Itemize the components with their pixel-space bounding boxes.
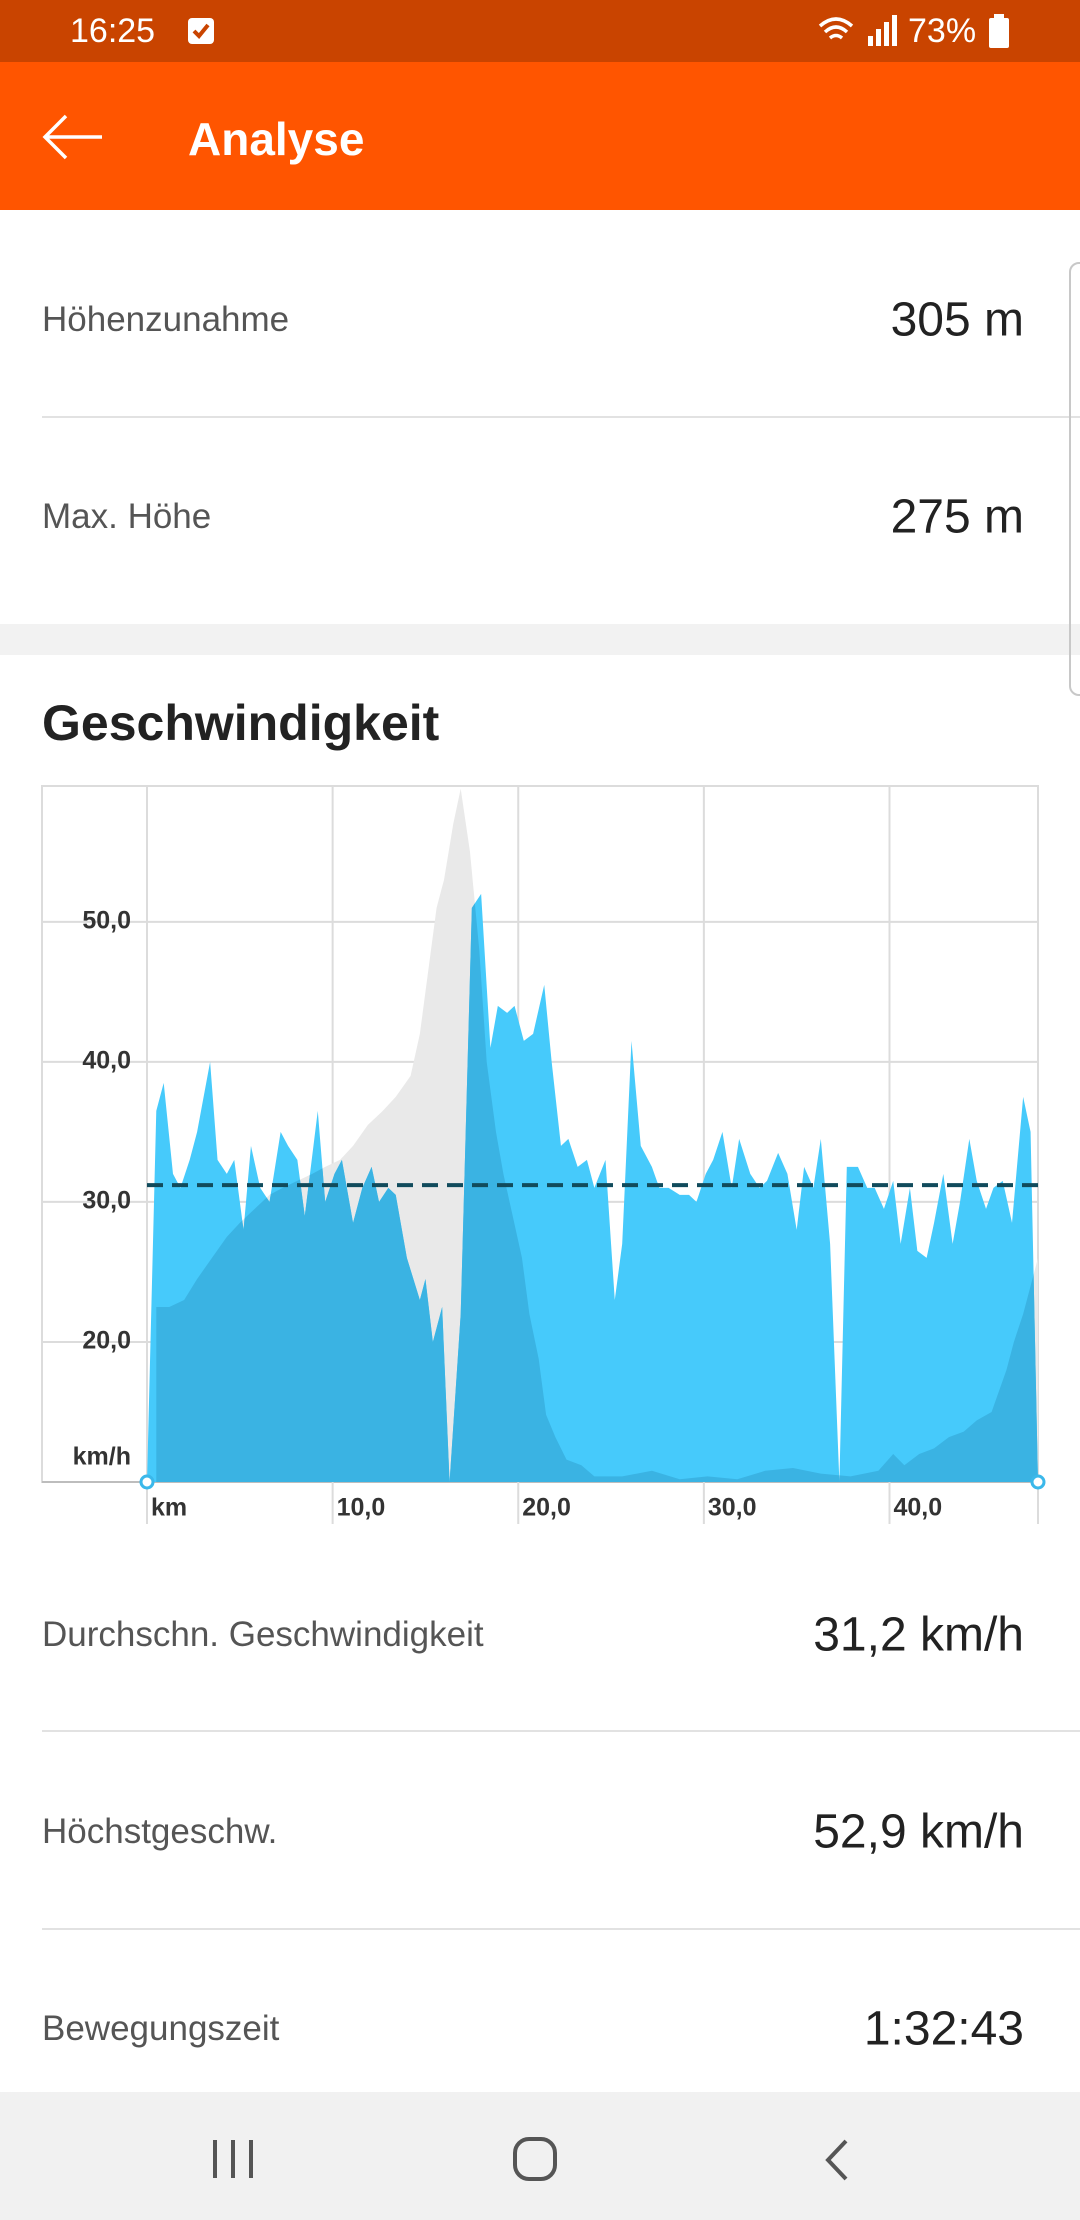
battery-icon <box>989 14 1009 48</box>
stat-value: 1:32:43 <box>863 2002 1024 2056</box>
home-button[interactable] <box>512 2136 558 2182</box>
range-handle <box>139 1474 155 1490</box>
stat-label: Bewegungszeit <box>42 2009 280 2048</box>
speed-chart: km/h 20,0 30,0 40,0 50,0 km 10,0 20,0 30,0 40,0 <box>41 785 1046 1524</box>
y-tick-label: km/h <box>73 1443 131 1471</box>
stat-label: Durchschn. Geschwindigkeit <box>42 1615 484 1654</box>
stat-value: 52,9 km/h <box>813 1805 1024 1859</box>
status-time: 16:25 <box>70 12 156 50</box>
stat-value: 305 m <box>890 293 1024 347</box>
stat-label: Max. Höhe <box>42 497 212 536</box>
stat-value: 31,2 km/h <box>813 1608 1024 1662</box>
stat-label: Höhenzunahme <box>42 300 290 339</box>
battery-level: 73% <box>908 12 977 50</box>
x-tick-label: km <box>151 1494 187 1522</box>
section-gap <box>0 624 1080 655</box>
app-bar: Analyse <box>0 62 1080 210</box>
y-tick-label: 30,0 <box>82 1187 131 1215</box>
section-title: Geschwindigkeit <box>42 695 440 751</box>
back-button[interactable] <box>40 112 106 162</box>
divider <box>42 416 1080 418</box>
app-title: Analyse <box>188 113 365 165</box>
status-bar: 16:25 73% <box>0 0 1080 62</box>
recents-button[interactable] <box>210 2138 256 2180</box>
divider <box>42 1928 1080 1930</box>
x-tick-label: 10,0 <box>337 1494 386 1522</box>
area-overlap <box>156 893 1038 1482</box>
y-tick-label: 50,0 <box>82 906 131 934</box>
divider <box>42 1730 1080 1732</box>
x-tick-label: 40,0 <box>894 1494 943 1522</box>
stat-label: Höchstgeschw. <box>42 1812 278 1851</box>
notification-icon <box>188 18 214 44</box>
y-tick-label: 40,0 <box>82 1046 131 1074</box>
stat-value: 275 m <box>890 490 1024 544</box>
navigation-bar <box>0 2092 1080 2220</box>
scroll-indicator <box>1069 262 1080 696</box>
range-handle <box>1030 1474 1046 1490</box>
signal-icons <box>818 15 897 46</box>
y-tick-label: 20,0 <box>82 1327 131 1355</box>
x-tick-label: 20,0 <box>522 1494 571 1522</box>
x-tick-label: 30,0 <box>708 1494 757 1522</box>
system-back-button[interactable] <box>822 2138 852 2182</box>
